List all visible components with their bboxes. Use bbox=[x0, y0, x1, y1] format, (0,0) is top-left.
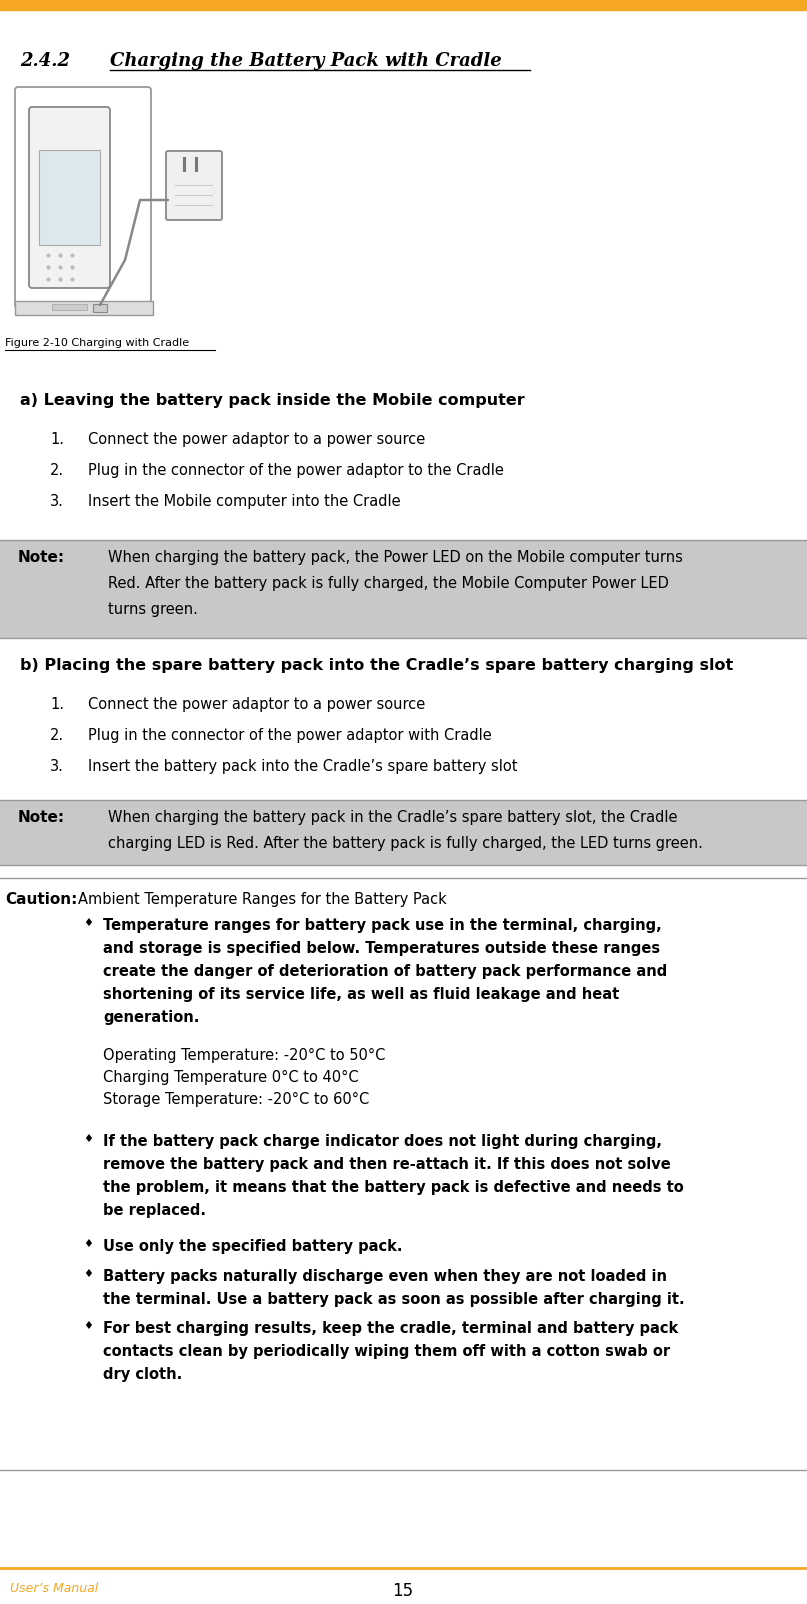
Bar bbox=[39, 151, 100, 245]
Text: Charging Temperature 0°C to 40°C: Charging Temperature 0°C to 40°C bbox=[103, 1070, 358, 1084]
Text: Figure 2-10 Charging with Cradle: Figure 2-10 Charging with Cradle bbox=[5, 338, 189, 348]
Text: remove the battery pack and then re-attach it. If this does not solve: remove the battery pack and then re-atta… bbox=[103, 1156, 671, 1173]
Text: Red. After the battery pack is fully charged, the Mobile Computer Power LED: Red. After the battery pack is fully cha… bbox=[108, 576, 669, 590]
Text: Operating Temperature: -20°C to 50°C: Operating Temperature: -20°C to 50°C bbox=[103, 1047, 386, 1063]
Text: 2.: 2. bbox=[50, 728, 64, 743]
Text: the problem, it means that the battery pack is defective and needs to: the problem, it means that the battery p… bbox=[103, 1181, 684, 1195]
Text: Caution:: Caution: bbox=[5, 892, 77, 906]
Text: be replaced.: be replaced. bbox=[103, 1203, 206, 1217]
Text: Ambient Temperature Ranges for the Battery Pack: Ambient Temperature Ranges for the Batte… bbox=[78, 892, 447, 906]
Text: If the battery pack charge indicator does not light during charging,: If the battery pack charge indicator doe… bbox=[103, 1134, 662, 1148]
Text: create the danger of deterioration of battery pack performance and: create the danger of deterioration of ba… bbox=[103, 964, 667, 978]
Text: For best charging results, keep the cradle, terminal and battery pack: For best charging results, keep the crad… bbox=[103, 1322, 678, 1336]
Bar bbox=[0, 541, 807, 638]
Bar bbox=[52, 305, 87, 310]
Text: contacts clean by periodically wiping them off with a cotton swab or: contacts clean by periodically wiping th… bbox=[103, 1344, 670, 1359]
Text: and storage is specified below. Temperatures outside these ranges: and storage is specified below. Temperat… bbox=[103, 942, 660, 956]
Text: generation.: generation. bbox=[103, 1011, 199, 1025]
Text: charging LED is Red. After the battery pack is fully charged, the LED turns gree: charging LED is Red. After the battery p… bbox=[108, 836, 703, 852]
Text: dry cloth.: dry cloth. bbox=[103, 1367, 182, 1383]
FancyBboxPatch shape bbox=[29, 107, 110, 289]
Text: Battery packs naturally discharge even when they are not loaded in: Battery packs naturally discharge even w… bbox=[103, 1269, 667, 1283]
Text: Plug in the connector of the power adaptor to the Cradle: Plug in the connector of the power adapt… bbox=[88, 464, 504, 478]
Text: 2.4.2: 2.4.2 bbox=[20, 51, 70, 71]
Text: User’s Manual: User’s Manual bbox=[10, 1582, 98, 1594]
Text: 3.: 3. bbox=[50, 494, 64, 508]
Text: 1.: 1. bbox=[50, 431, 64, 448]
Text: Charging the Battery Pack with Cradle: Charging the Battery Pack with Cradle bbox=[110, 51, 502, 71]
Text: Connect the power adaptor to a power source: Connect the power adaptor to a power sou… bbox=[88, 698, 425, 712]
Text: the terminal. Use a battery pack as soon as possible after charging it.: the terminal. Use a battery pack as soon… bbox=[103, 1291, 684, 1307]
FancyBboxPatch shape bbox=[166, 151, 222, 220]
Text: ♦: ♦ bbox=[83, 1269, 93, 1278]
Text: When charging the battery pack in the Cradle’s spare battery slot, the Cradle: When charging the battery pack in the Cr… bbox=[108, 810, 678, 824]
Text: a) Leaving the battery pack inside the Mobile computer: a) Leaving the battery pack inside the M… bbox=[20, 393, 525, 407]
Text: b) Placing the spare battery pack into the Cradle’s spare battery charging slot: b) Placing the spare battery pack into t… bbox=[20, 658, 734, 674]
Text: When charging the battery pack, the Power LED on the Mobile computer turns: When charging the battery pack, the Powe… bbox=[108, 550, 683, 565]
Text: ♦: ♦ bbox=[83, 1134, 93, 1144]
Text: ♦: ♦ bbox=[83, 1322, 93, 1331]
Text: Note:: Note: bbox=[18, 550, 65, 565]
Text: Plug in the connector of the power adaptor with Cradle: Plug in the connector of the power adapt… bbox=[88, 728, 491, 743]
Text: ♦: ♦ bbox=[83, 1238, 93, 1250]
FancyBboxPatch shape bbox=[15, 87, 151, 308]
Bar bbox=[15, 302, 153, 314]
Text: Insert the battery pack into the Cradle’s spare battery slot: Insert the battery pack into the Cradle’… bbox=[88, 759, 517, 775]
Text: Use only the specified battery pack.: Use only the specified battery pack. bbox=[103, 1238, 403, 1254]
Text: 15: 15 bbox=[392, 1582, 413, 1601]
Text: turns green.: turns green. bbox=[108, 602, 198, 618]
Text: Connect the power adaptor to a power source: Connect the power adaptor to a power sou… bbox=[88, 431, 425, 448]
Text: 3.: 3. bbox=[50, 759, 64, 775]
Text: ♦: ♦ bbox=[83, 917, 93, 929]
Text: Temperature ranges for battery pack use in the terminal, charging,: Temperature ranges for battery pack use … bbox=[103, 917, 662, 934]
Bar bbox=[0, 877, 807, 1469]
Text: Storage Temperature: -20°C to 60°C: Storage Temperature: -20°C to 60°C bbox=[103, 1092, 370, 1107]
Bar bbox=[0, 800, 807, 865]
Bar bbox=[0, 0, 807, 10]
Text: Insert the Mobile computer into the Cradle: Insert the Mobile computer into the Crad… bbox=[88, 494, 400, 508]
Text: shortening of its service life, as well as fluid leakage and heat: shortening of its service life, as well … bbox=[103, 986, 619, 1002]
Text: Note:: Note: bbox=[18, 810, 65, 824]
Text: 2.: 2. bbox=[50, 464, 64, 478]
Bar bbox=[93, 305, 107, 313]
Text: 1.: 1. bbox=[50, 698, 64, 712]
